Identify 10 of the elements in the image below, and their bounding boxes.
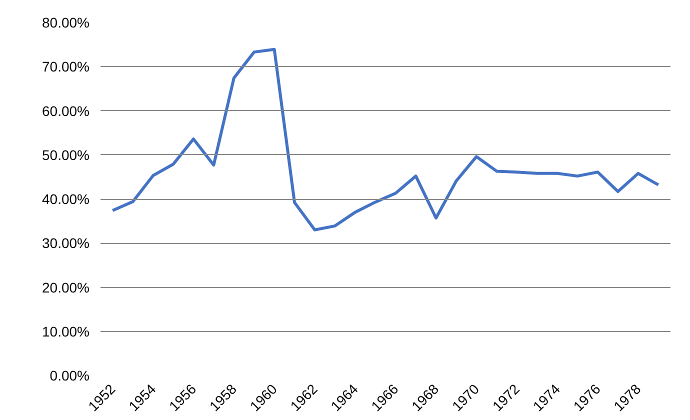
y-tick-label: 60.00% — [42, 102, 90, 119]
y-tick-label: 70.00% — [42, 58, 90, 75]
line-series — [111, 48, 660, 232]
y-tick-label: 80.00% — [42, 14, 90, 30]
y-tick-label: 50.00% — [42, 146, 90, 163]
y-tick-label: 10.00% — [42, 323, 90, 340]
y-tick-label: 30.00% — [42, 235, 90, 252]
y-tick-label: 40.00% — [42, 191, 90, 207]
y-tick-label: 0.00% — [50, 368, 90, 384]
y-tick-label: 20.00% — [42, 279, 90, 296]
